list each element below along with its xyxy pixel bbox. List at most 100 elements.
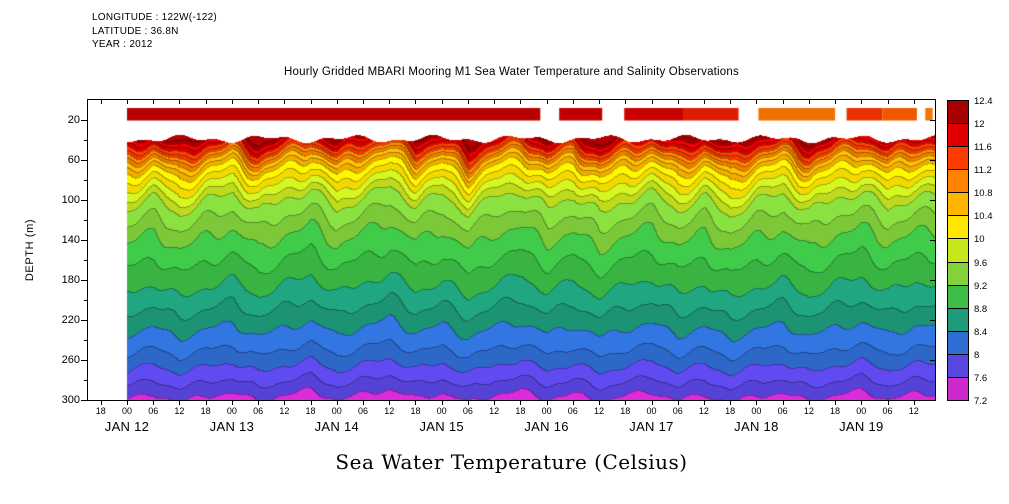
- temperature-heatmap: [88, 100, 935, 400]
- x-tick: [572, 400, 574, 405]
- y-tick-label: 140: [61, 234, 80, 246]
- x-hour-label: 00: [751, 406, 762, 416]
- x-tick-top: [153, 100, 155, 104]
- x-hour-label: 06: [462, 406, 473, 416]
- x-tick-top: [651, 100, 653, 104]
- x-tick: [284, 400, 286, 405]
- x-hour-label: 18: [200, 406, 211, 416]
- x-hour-label: 18: [95, 406, 106, 416]
- x-tick-top: [782, 100, 784, 104]
- x-tick: [231, 400, 233, 405]
- y-minor-tick: [84, 220, 88, 221]
- colorbar-segment: [947, 169, 969, 194]
- y-tick-right: [930, 400, 935, 401]
- x-tick-top: [520, 100, 522, 104]
- metadata-block: LONGITUDE : 122W(-122) LATITUDE : 36.8N …: [92, 11, 217, 52]
- x-tick-top: [205, 100, 207, 104]
- x-tick-top: [100, 100, 102, 104]
- x-date-label: JAN 17: [629, 419, 674, 434]
- y-tick-label: 300: [61, 394, 80, 406]
- x-hour-label: 06: [567, 406, 578, 416]
- x-tick: [389, 400, 391, 405]
- x-hour-label: 06: [882, 406, 893, 416]
- year-label: YEAR : 2012: [92, 39, 153, 50]
- y-tick: [81, 120, 88, 121]
- x-hour-label: 18: [305, 406, 316, 416]
- x-tick: [782, 400, 784, 405]
- colorbar-segment: [947, 192, 969, 217]
- y-tick: [81, 280, 88, 281]
- x-tick: [415, 400, 417, 405]
- x-tick-top: [703, 100, 705, 104]
- y-minor-tick: [84, 180, 88, 181]
- colorbar-segment: [947, 238, 969, 263]
- x-tick: [730, 400, 732, 405]
- x-hour-label: 00: [541, 406, 552, 416]
- colorbar-segment: [947, 100, 969, 125]
- x-tick: [625, 400, 627, 405]
- x-tick-top: [441, 100, 443, 104]
- x-date-label: JAN 15: [419, 419, 464, 434]
- x-tick-top: [494, 100, 496, 104]
- x-hour-label: 00: [331, 406, 342, 416]
- x-tick-top: [258, 100, 260, 104]
- y-tick-right: [930, 320, 935, 321]
- x-hour-label: 12: [908, 406, 919, 416]
- x-tick-top: [756, 100, 758, 104]
- x-hour-label: 00: [436, 406, 447, 416]
- colorbar-segment: [947, 284, 969, 309]
- x-tick: [127, 400, 128, 405]
- x-hour-label: 00: [226, 406, 237, 416]
- y-tick-label: 100: [61, 194, 80, 206]
- x-tick-top: [625, 100, 627, 104]
- y-tick-right: [930, 240, 935, 241]
- x-tick: [179, 400, 181, 405]
- y-tick-label: 180: [61, 274, 80, 286]
- y-tick-right: [930, 200, 935, 201]
- y-minor-tick: [84, 380, 88, 381]
- x-hour-label: 12: [698, 406, 709, 416]
- x-tick-top: [310, 100, 312, 104]
- x-tick-top: [599, 100, 601, 104]
- x-date-label: JAN 19: [839, 419, 884, 434]
- chart-title: Hourly Gridded MBARI Mooring M1 Sea Wate…: [284, 66, 739, 78]
- colorbar-segment: [947, 123, 969, 148]
- x-tick: [310, 400, 312, 405]
- x-tick: [835, 400, 837, 405]
- colorbar-tick-label: 12.4: [974, 96, 993, 107]
- x-tick-top: [389, 100, 391, 104]
- longitude-label: LONGITUDE : 122W(-122): [92, 12, 217, 23]
- x-tick-top: [677, 100, 679, 104]
- x-tick: [887, 400, 889, 405]
- x-date-label: JAN 16: [524, 419, 569, 434]
- x-tick: [258, 400, 260, 405]
- y-minor-tick: [84, 140, 88, 141]
- x-hour-label: 18: [410, 406, 421, 416]
- x-tick-top: [546, 100, 548, 104]
- x-tick-top: [835, 100, 837, 104]
- x-date-label: JAN 18: [734, 419, 779, 434]
- x-hour-label: 12: [594, 406, 605, 416]
- colorbar-segment: [947, 215, 969, 240]
- y-tick-right: [930, 160, 935, 161]
- x-tick-top: [127, 100, 128, 104]
- x-tick: [467, 400, 469, 405]
- x-tick: [363, 400, 365, 405]
- y-minor-tick: [84, 260, 88, 261]
- colorbar-tick-label: 7.2: [974, 396, 988, 407]
- x-hour-label: 12: [174, 406, 185, 416]
- x-tick-top: [887, 100, 889, 104]
- x-tick: [599, 400, 601, 405]
- colorbar-tick-label: 8.4: [974, 326, 988, 338]
- x-hour-label: 18: [830, 406, 841, 416]
- x-date-label: JAN 13: [209, 419, 255, 434]
- x-tick: [703, 400, 705, 405]
- x-hour-label: 00: [121, 406, 132, 416]
- colorbar-tick-label: 12: [974, 119, 985, 131]
- x-hour-label: 12: [489, 406, 500, 416]
- colorbar-tick-label: 11.6: [974, 142, 992, 154]
- x-tick-top: [861, 100, 863, 104]
- y-tick-label: 220: [61, 314, 80, 326]
- x-hour-label: 00: [856, 406, 867, 416]
- x-tick: [520, 400, 522, 405]
